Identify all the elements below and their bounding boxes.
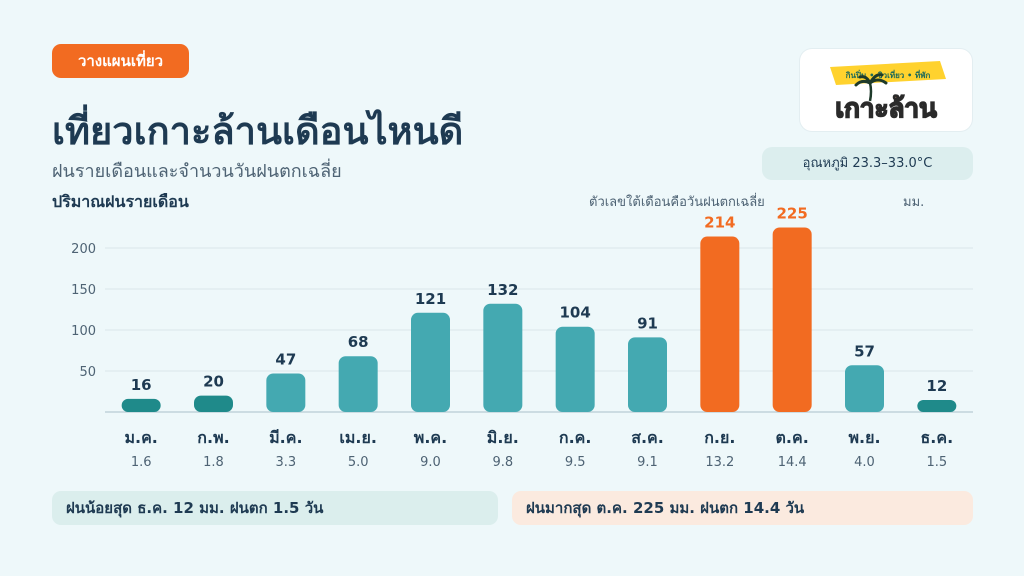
rain-days-label: 4.0 bbox=[854, 455, 875, 470]
bar-value-label: 16 bbox=[131, 376, 152, 394]
bar bbox=[411, 312, 450, 412]
bar-value-label: 121 bbox=[415, 290, 446, 308]
temperature-badge: อุณหภูมิ 23.3–33.0°C bbox=[762, 147, 973, 180]
min-rain-summary: ฝนน้อยสุด ธ.ค. 12 มม. ฝนตก 1.5 วัน bbox=[52, 491, 498, 525]
x-tick-label: เม.ย. bbox=[339, 428, 377, 447]
x-tick-label: ม.ค. bbox=[124, 428, 157, 447]
bar-value-label: 57 bbox=[854, 342, 875, 360]
rain-days-label: 1.8 bbox=[203, 455, 224, 470]
logo-graphic: กินปิ่น • ชิวเที่ยว • ที่พัก เกาะล้าน bbox=[830, 61, 946, 125]
rain-days-label: 9.5 bbox=[565, 455, 586, 470]
bar-value-label: 47 bbox=[275, 350, 296, 368]
bar bbox=[917, 400, 957, 412]
bar-value-label: 225 bbox=[777, 205, 808, 223]
bar-value-label: 20 bbox=[203, 373, 224, 391]
chart-note: ตัวเลขใต้เดือนคือวันฝนตกเฉลี่ย bbox=[589, 195, 765, 210]
x-tick-label: มิ.ย. bbox=[487, 428, 519, 447]
bar bbox=[700, 236, 740, 412]
rain-days-label: 9.1 bbox=[637, 455, 658, 470]
palm-tree-icon bbox=[854, 73, 888, 102]
page-subtitle: ฝนรายเดือนและจำนวนวันฝนตกเฉลี่ย bbox=[52, 161, 342, 182]
x-tick-label: ต.ค. bbox=[776, 428, 809, 447]
logo-name: เกาะล้าน bbox=[835, 94, 937, 124]
koh-larn-logo: กินปิ่น • ชิวเที่ยว • ที่พัก เกาะล้าน bbox=[800, 49, 972, 131]
rain-days-label: 9.0 bbox=[420, 455, 441, 470]
bar bbox=[845, 365, 884, 412]
bar bbox=[628, 337, 667, 412]
section-tag: วางแผนเที่ยว bbox=[52, 44, 189, 78]
x-tick-label: ก.พ. bbox=[197, 428, 229, 447]
bar bbox=[483, 303, 523, 412]
x-tick-label: พ.ค. bbox=[414, 428, 447, 447]
rain-days-label: 5.0 bbox=[348, 455, 369, 470]
logo-banner bbox=[830, 61, 946, 85]
bar bbox=[121, 398, 161, 412]
bar-value-label: 214 bbox=[704, 214, 735, 232]
max-rain-summary: ฝนมากสุด ต.ค. 225 มม. ฝนตก 14.4 วัน bbox=[512, 491, 973, 525]
x-tick-label: มี.ค. bbox=[269, 428, 302, 447]
x-tick-label: ก.ย. bbox=[704, 428, 735, 447]
rain-days-label: 14.4 bbox=[778, 455, 807, 470]
y-tick-label: 150 bbox=[71, 283, 96, 298]
bar-value-label: 12 bbox=[926, 377, 947, 395]
bar-value-label: 68 bbox=[348, 333, 369, 351]
bar bbox=[772, 227, 812, 412]
y-tick-label: 200 bbox=[71, 242, 96, 257]
bar bbox=[194, 395, 233, 412]
x-tick-label: ส.ค. bbox=[631, 428, 664, 447]
page-title: เที่ยวเกาะล้านเดือนไหนดี bbox=[52, 109, 464, 153]
bar bbox=[555, 326, 595, 412]
x-tick-label: ธ.ค. bbox=[921, 428, 954, 447]
chart-y-label: ปริมาณฝนรายเดือน bbox=[52, 192, 189, 211]
x-tick-label: ก.ค. bbox=[559, 428, 592, 447]
bar-value-label: 104 bbox=[560, 304, 591, 322]
bar-value-label: 91 bbox=[637, 314, 658, 332]
y-tick-label: 100 bbox=[71, 324, 96, 339]
bar bbox=[266, 373, 306, 412]
rain-days-label: 1.6 bbox=[131, 455, 152, 470]
rain-days-label: 1.5 bbox=[926, 455, 947, 470]
y-tick-label: 50 bbox=[79, 365, 96, 380]
bar-value-label: 132 bbox=[487, 281, 518, 299]
bar bbox=[338, 356, 378, 412]
rain-days-label: 13.2 bbox=[705, 455, 734, 470]
x-tick-label: พ.ย. bbox=[848, 428, 880, 447]
rain-days-label: 9.8 bbox=[492, 455, 513, 470]
logo-tagline: กินปิ่น • ชิวเที่ยว • ที่พัก bbox=[845, 69, 930, 80]
rain-days-label: 3.3 bbox=[275, 455, 296, 470]
chart-unit: มม. bbox=[903, 195, 925, 210]
